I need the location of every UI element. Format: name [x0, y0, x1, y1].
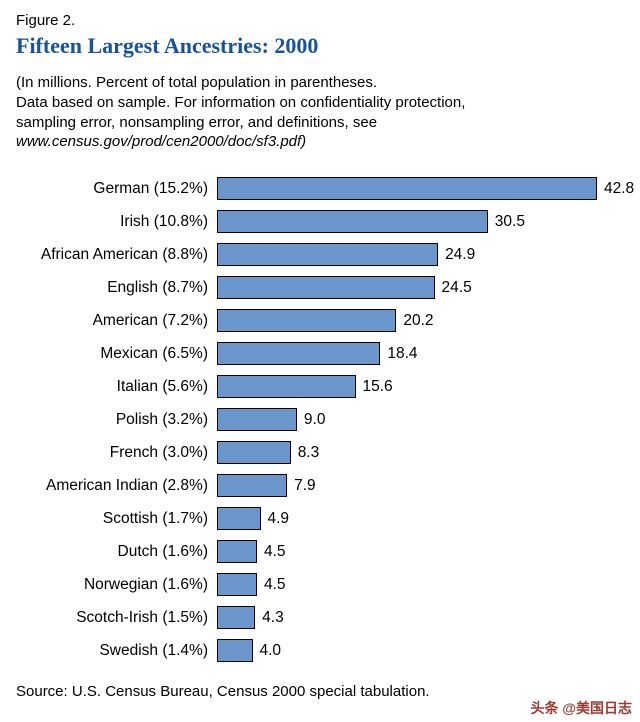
bar-track: 4.5 [217, 540, 626, 564]
category-label: French (3.0%) [109, 443, 208, 461]
bar [217, 375, 356, 399]
bar-track: 30.5 [217, 210, 626, 234]
bar [217, 408, 297, 432]
chart-row: Scotch-Irish (1.5%) 4.3 [16, 601, 626, 634]
category-label: Swedish (1.4%) [99, 641, 208, 659]
value-label: 20.2 [403, 311, 434, 329]
category-label: Dutch (1.6%) [117, 542, 208, 560]
category-label: Polish (3.2%) [115, 410, 208, 428]
value-label: 9.0 [303, 410, 326, 428]
source-note: Source: U.S. Census Bureau, Census 2000 … [16, 683, 430, 701]
category-label: Scottish (1.7%) [102, 509, 208, 527]
bar-track: 18.4 [217, 342, 626, 366]
watermark: 头条 @美国日志 [530, 700, 632, 716]
bar [217, 441, 291, 465]
value-label: 8.3 [297, 443, 320, 461]
bar [217, 573, 257, 597]
chart-row: American (7.2%) 20.2 [16, 304, 626, 337]
category-label: Italian (5.6%) [116, 377, 208, 395]
chart-row: Italian (5.6%) 15.6 [16, 370, 626, 403]
bar [217, 210, 488, 234]
category-label: English (8.7%) [107, 278, 208, 296]
chart-note: (In millions. Percent of total populatio… [16, 73, 626, 152]
census-figure-page: Figure 2. Fifteen Largest Ancestries: 20… [16, 12, 634, 701]
value-label: 24.9 [445, 245, 476, 263]
bar-track: 4.0 [217, 639, 626, 663]
bar [217, 243, 439, 267]
category-label: Mexican (6.5%) [100, 344, 208, 362]
value-label: 42.8 [604, 179, 635, 197]
chart-row: Mexican (6.5%) 18.4 [16, 337, 626, 370]
bar [217, 177, 597, 201]
bar [217, 474, 288, 498]
category-label: American (7.2%) [92, 311, 208, 329]
value-label: 24.5 [441, 278, 472, 296]
bar [217, 639, 253, 663]
bar-track: 24.5 [217, 276, 626, 300]
chart-row: African American (8.8%) 24.9 [16, 238, 626, 271]
chart-row: German (15.2%) 42.8 [16, 172, 634, 205]
bar [217, 309, 397, 333]
bar-track: 20.2 [217, 309, 626, 333]
bar-track: 4.9 [217, 507, 626, 531]
note-url: www.census.gov/prod/cen2000/doc/sf3.pdf) [16, 133, 307, 151]
bar [217, 276, 435, 300]
note-line-2: Data based on sample. For information on… [16, 93, 466, 111]
bar-track: 7.9 [217, 474, 626, 498]
category-label: Norwegian (1.6%) [83, 575, 208, 593]
value-label: 18.4 [387, 344, 418, 362]
value-label: 7.9 [294, 476, 316, 494]
bar-chart: German (15.2%) 42.8 Irish (10.8%) 30.5 Afric… [16, 172, 634, 667]
value-label: 4.5 [263, 542, 286, 560]
chart-row: Polish (3.2%) 9.0 [16, 403, 626, 436]
category-label: Scotch-Irish (1.5%) [76, 608, 208, 626]
value-label: 4.0 [259, 641, 282, 659]
chart-row: French (3.0%) 8.3 [16, 436, 626, 469]
bar-track: 15.6 [217, 375, 626, 399]
bar-track: 4.3 [217, 606, 626, 630]
category-label: African American (8.8%) [40, 245, 208, 263]
bar-track: 8.3 [217, 441, 626, 465]
note-line-3: sampling error, nonsampling error, and d… [16, 113, 378, 131]
bar [217, 342, 381, 366]
value-label: 15.6 [362, 377, 393, 395]
value-label: 4.5 [263, 575, 286, 593]
value-label: 30.5 [494, 212, 525, 230]
bar [217, 540, 257, 564]
note-line-1: (In millions. Percent of total populatio… [16, 74, 378, 91]
category-label: Irish (10.8%) [120, 212, 208, 230]
chart-row: American Indian (2.8%) 7.9 [16, 469, 626, 502]
bar-track: 9.0 [217, 408, 626, 432]
chart-row: Dutch (1.6%) 4.5 [16, 535, 626, 568]
bar [217, 606, 256, 630]
bar-track: 24.9 [217, 243, 626, 267]
category-label: American Indian (2.8%) [46, 476, 208, 494]
chart-row: English (8.7%) 24.5 [16, 271, 626, 304]
value-label: 4.9 [267, 509, 290, 527]
chart-row: Swedish (1.4%) 4.0 [16, 634, 626, 667]
bar [217, 507, 261, 531]
figure-label: Figure 2. [16, 12, 76, 29]
bar-track: 4.5 [217, 573, 626, 597]
bar-track: 42.8 [217, 177, 635, 201]
chart-row: Norwegian (1.6%) 4.5 [16, 568, 626, 601]
category-label: German (15.2%) [93, 179, 208, 197]
chart-row: Scottish (1.7%) 4.9 [16, 502, 626, 535]
value-label: 4.3 [262, 608, 284, 626]
chart-title: Fifteen Largest Ancestries: 2000 [16, 33, 319, 58]
chart-row: Irish (10.8%) 30.5 [16, 205, 626, 238]
